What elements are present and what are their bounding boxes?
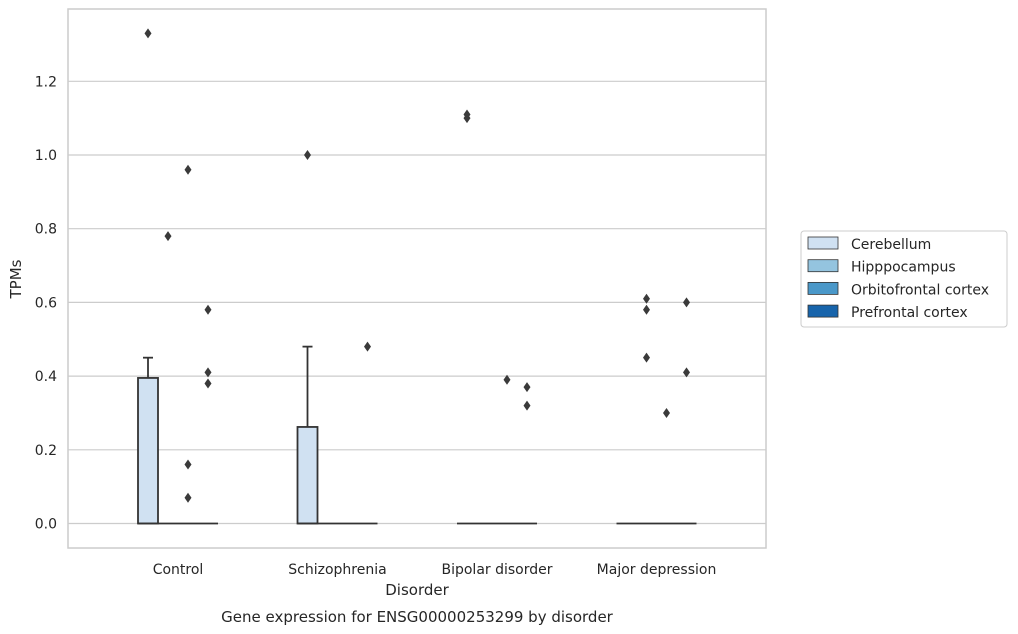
outlier-point bbox=[503, 374, 511, 385]
outlier-point bbox=[523, 400, 531, 411]
outlier-point bbox=[364, 341, 371, 352]
legend-swatch bbox=[807, 281, 839, 295]
legend-label: Cerebellum bbox=[851, 237, 931, 253]
outlier-point bbox=[643, 352, 650, 363]
outlier-point bbox=[144, 28, 152, 39]
outlier-point bbox=[204, 378, 212, 389]
y-tick-label: 0.0 bbox=[35, 517, 57, 533]
legend-frame bbox=[800, 230, 1008, 328]
x-tick-label: Control bbox=[153, 562, 204, 578]
legend-swatch bbox=[807, 304, 839, 318]
outlier-point bbox=[164, 231, 172, 242]
outlier-point bbox=[463, 109, 471, 120]
legend: Cerebellum Hipppocampus Orbitofrontal cort… bbox=[800, 230, 1008, 328]
outlier-point bbox=[683, 367, 690, 378]
y-tick-labels: 0.0 0.2 0.4 0.6 0.8 1.0 1.2 bbox=[35, 74, 57, 532]
x-tick-label: Bipolar disorder bbox=[441, 562, 552, 578]
legend-swatch bbox=[807, 236, 839, 250]
boxes-layer bbox=[137, 345, 697, 525]
x-tick-label: Major depression bbox=[597, 562, 717, 578]
outlier-point bbox=[523, 382, 531, 393]
outlier-point bbox=[184, 492, 192, 503]
outlier-point bbox=[184, 459, 192, 470]
y-tick-label: 0.6 bbox=[35, 295, 57, 311]
outlier-point bbox=[643, 304, 650, 315]
chart-caption: Gene expression for ENSG00000253299 by d… bbox=[221, 608, 614, 626]
outlier-point bbox=[184, 164, 192, 175]
legend-label: Orbitofrontal cortex bbox=[851, 282, 989, 298]
outlier-point bbox=[304, 150, 311, 160]
legend-swatch bbox=[807, 259, 839, 273]
x-axis-label: Disorder bbox=[385, 581, 449, 599]
x-tick-labels: Control Schizophrenia Bipolar disorder Majo… bbox=[153, 562, 717, 578]
y-tick-label: 0.8 bbox=[35, 222, 57, 238]
outliers-layer bbox=[144, 28, 690, 503]
y-axis-label: TPMs bbox=[7, 259, 25, 299]
y-tick-label: 0.4 bbox=[35, 369, 57, 385]
legend-label: Hipppocampus bbox=[851, 260, 956, 276]
outlier-point bbox=[204, 367, 212, 378]
box bbox=[296, 426, 319, 525]
outlier-point bbox=[683, 297, 690, 308]
x-tick-label: Schizophrenia bbox=[288, 562, 386, 578]
y-tick-label: 1.2 bbox=[35, 74, 57, 90]
plot-frame bbox=[67, 8, 767, 549]
legend-label: Prefrontal cortex bbox=[851, 305, 968, 321]
outlier-point bbox=[643, 293, 650, 304]
outlier-point bbox=[204, 304, 212, 315]
y-tick-label: 1.0 bbox=[35, 148, 57, 164]
outlier-point bbox=[663, 407, 670, 418]
y-tick-label: 0.2 bbox=[35, 443, 57, 459]
box bbox=[137, 377, 159, 525]
